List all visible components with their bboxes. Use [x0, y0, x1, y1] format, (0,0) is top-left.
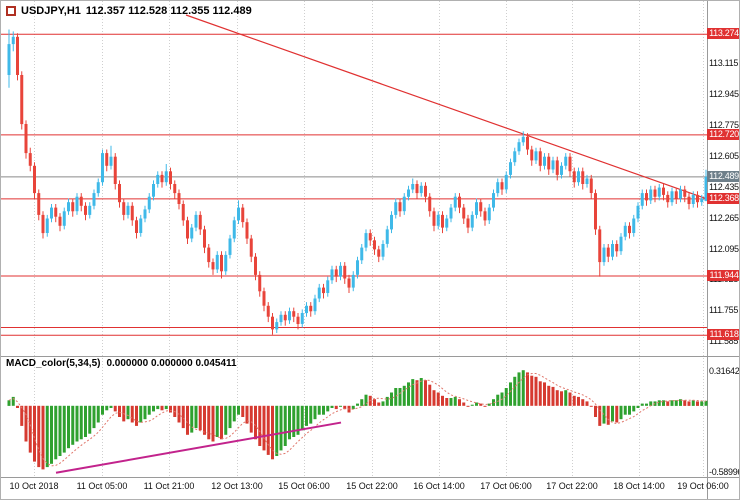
current-price-badge: 112.489	[707, 170, 739, 182]
price-axis-label: 113.115	[709, 58, 739, 69]
candles-layer	[7, 29, 708, 335]
price-axis-label: 111.755	[709, 305, 739, 316]
macd-histogram	[7, 370, 708, 470]
time-axis-label: 11 Oct 05:00	[76, 481, 128, 491]
price-axis-label: 111.585	[709, 336, 739, 347]
symbol-timeframe-label: USDJPY,H1	[21, 5, 81, 17]
price-level-badge: 111.944	[707, 269, 739, 281]
macd-axis-label: -0.589967	[709, 466, 739, 477]
horizontal-level-lines	[1, 33, 707, 336]
time-axis-label: 17 Oct 22:00	[546, 481, 598, 491]
time-axis-label: 10 Oct 2018	[9, 481, 59, 491]
ohlc-values: 112.357 112.528 112.355 112.489	[85, 5, 252, 17]
price-axis-label: 112.265	[709, 212, 739, 223]
price-level-badge: 111.618	[707, 329, 739, 341]
time-axis-label: 18 Oct 14:00	[613, 481, 665, 491]
price-level-badge: 112.720	[707, 128, 739, 140]
time-axis-label: 12 Oct 13:00	[211, 481, 263, 491]
price-level-badge: 112.368	[707, 192, 739, 204]
time-axis-label: 15 Oct 06:00	[278, 481, 330, 491]
macd-axis-label: 0.316426	[709, 365, 740, 376]
price-axis-label: 112.775	[709, 119, 739, 130]
macd-signal-line	[8, 373, 707, 467]
descending-trendline[interactable]	[185, 14, 707, 200]
macd-indicator-values: 0.000000 0.000000 0.045411	[106, 358, 237, 369]
price-axis-label: 112.945	[709, 89, 739, 100]
chart-title: USDJPY,H1 112.357 112.528 112.355 112.48…	[6, 5, 252, 17]
price-level-badge: 113.274	[707, 28, 739, 40]
price-axis-label: 112.095	[709, 243, 739, 254]
symbol-icon	[6, 6, 16, 16]
macd-trendline[interactable]	[55, 421, 342, 474]
time-axis-label: 17 Oct 06:00	[480, 481, 532, 491]
time-axis-label: 11 Oct 21:00	[143, 481, 195, 491]
time-axis[interactable]: 10 Oct 2018 11 Oct 05:00 11 Oct 21:00 12 Oc…	[1, 478, 739, 499]
price-axis[interactable]: 113.115 112.945 112.775 112.605 112.435 112.2…	[707, 1, 740, 499]
time-axis-label: 19 Oct 06:00	[677, 481, 729, 491]
price-axis-label: 112.435	[709, 181, 739, 192]
time-axis-label: 15 Oct 22:00	[346, 481, 398, 491]
price-axis-label: 112.605	[709, 150, 739, 161]
macd-indicator-label: MACD_color(5,34,5) 0.000000 0.000000 0.04…	[6, 358, 243, 369]
time-axis-label: 16 Oct 14:00	[413, 481, 465, 491]
macd-indicator-name: MACD_color(5,34,5)	[6, 358, 101, 369]
